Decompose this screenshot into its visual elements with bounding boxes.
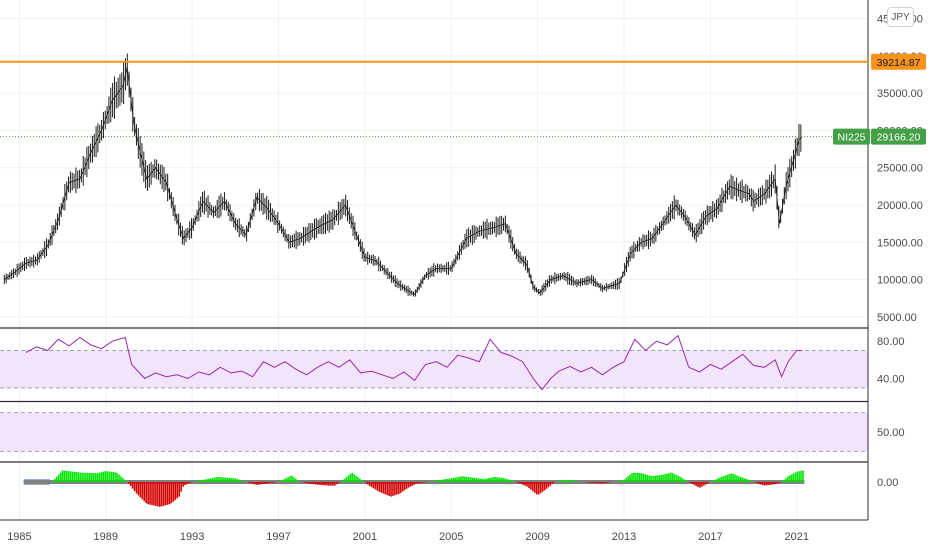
rsi-tick-label: 40.00	[877, 374, 905, 386]
rsi-line	[25, 334, 803, 391]
oscillator-tick-label: 50.00	[877, 427, 905, 439]
oscillator-band	[0, 412, 868, 452]
x-tick-label: 2013	[612, 531, 636, 543]
rsi-tick-label: 80.00	[877, 336, 905, 348]
x-tick-label: 2017	[698, 531, 722, 543]
currency-selector[interactable]: JPY	[887, 7, 914, 27]
y-tick-label: 15000.00	[877, 237, 923, 249]
gridlines	[0, 0, 868, 520]
y-tick-label: 35000.00	[877, 88, 923, 100]
reference-price-label: 39214.87	[877, 57, 921, 69]
x-tick-label: 1985	[7, 531, 31, 543]
x-tick-label: 2021	[785, 531, 809, 543]
oscillator-band-fill	[0, 412, 868, 452]
x-tick-label: 2005	[439, 531, 463, 543]
rsi-band-fill	[0, 350, 868, 388]
symbol-label: NI225	[837, 132, 865, 144]
last-price-badge: NI225 29166.20	[833, 128, 926, 145]
rsi-series	[25, 334, 803, 391]
x-tick-label: 2009	[525, 531, 549, 543]
price-line	[4, 67, 803, 296]
y-tick-label: 10000.00	[877, 275, 923, 287]
y-tick-label: 20000.00	[877, 200, 923, 212]
y-axis: 5000.00 10000.00 15000.00 20000.00 25000.00 3…	[877, 14, 923, 489]
y-tick-label: 5000.00	[877, 312, 917, 324]
price-series	[0, 53, 868, 297]
histogram-tick-label: 0.00	[877, 477, 898, 489]
x-axis: 1985 1989 1993 1997 2001 2005 2009 2013 2017 2021	[7, 531, 809, 543]
x-tick-label: 2001	[353, 531, 377, 543]
rsi-band	[0, 350, 868, 389]
histogram-series	[23, 470, 805, 507]
reference-price-badge: 39214.87	[871, 53, 926, 70]
last-price-label: 29166.20	[877, 132, 921, 144]
y-tick-label: 25000.00	[877, 163, 923, 175]
x-tick-label: 1989	[94, 531, 118, 543]
x-tick-label: 1993	[180, 531, 204, 543]
x-tick-label: 1997	[266, 531, 290, 543]
pane-separators	[0, 0, 869, 521]
